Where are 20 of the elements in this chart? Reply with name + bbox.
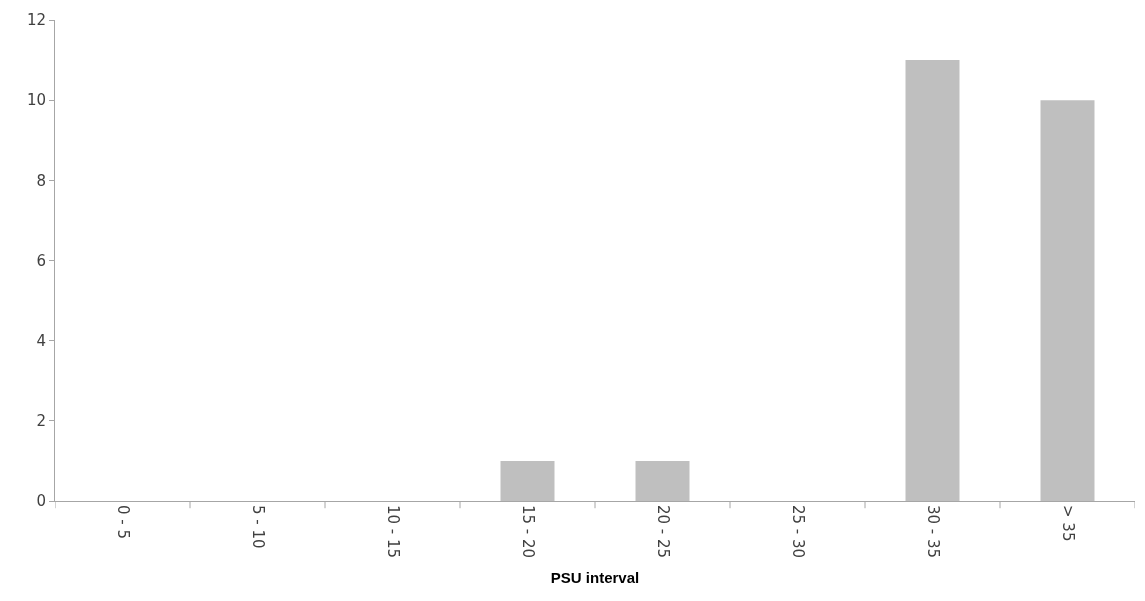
x-tick-label: 10 - 15 bbox=[383, 505, 402, 559]
y-tick-label: 6 bbox=[36, 251, 46, 270]
x-tick-label: > 35 bbox=[1058, 505, 1077, 542]
y-tick-label: 8 bbox=[36, 171, 46, 190]
bar bbox=[635, 460, 690, 501]
x-tick-label: 15 - 20 bbox=[518, 505, 537, 559]
x-tick-label: 30 - 35 bbox=[923, 505, 942, 559]
x-tick-label: 5 - 10 bbox=[248, 505, 267, 549]
y-tick-label: 12 bbox=[26, 11, 46, 30]
x-axis-title: PSU interval bbox=[550, 569, 640, 587]
y-tick-label: 10 bbox=[26, 91, 46, 110]
y-tick-label: 2 bbox=[36, 412, 46, 431]
x-tick-label: 0 - 5 bbox=[113, 505, 132, 540]
x-tick-label: 20 - 25 bbox=[653, 505, 672, 559]
x-tick-label: 25 - 30 bbox=[788, 505, 807, 559]
bar bbox=[905, 60, 960, 501]
y-tick-label: 4 bbox=[36, 331, 46, 350]
bar bbox=[1040, 100, 1095, 501]
y-tick-label: 0 bbox=[36, 492, 46, 511]
bar bbox=[500, 460, 555, 501]
